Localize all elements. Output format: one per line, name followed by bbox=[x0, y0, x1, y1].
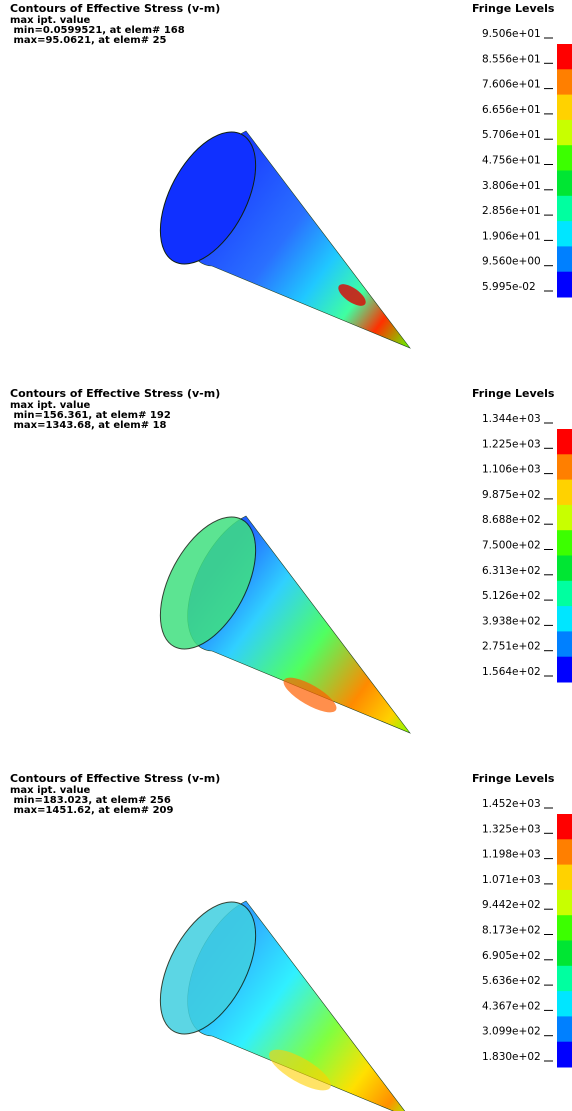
fringe-band bbox=[557, 657, 572, 683]
fringe-band bbox=[557, 44, 572, 70]
plot-title: Contours of Effective Stress (v-m) bbox=[10, 387, 220, 400]
fringe-band bbox=[557, 530, 572, 556]
fringe-band bbox=[557, 505, 572, 531]
plot-info-line: max=1451.62, at elem# 209 bbox=[10, 805, 174, 816]
fringe-level: 8.173e+02 bbox=[482, 925, 541, 937]
fringe-band bbox=[557, 221, 572, 247]
fringe-level: 1.071e+03 bbox=[482, 874, 541, 886]
fringe-level: 5.636e+02 bbox=[482, 975, 541, 987]
fringe-level: 1.830e+02 bbox=[482, 1051, 541, 1063]
fringe-level: 7.500e+02 bbox=[482, 540, 541, 552]
fringe-band bbox=[557, 429, 572, 455]
fringe-level: 1.906e+01 bbox=[482, 230, 541, 242]
fringe-level: 3.099e+02 bbox=[482, 1026, 541, 1038]
fringe-level: 1.106e+03 bbox=[482, 464, 541, 476]
fringe-level: 9.442e+02 bbox=[482, 899, 541, 911]
fringe-level: 6.313e+02 bbox=[482, 565, 541, 577]
fringe-band bbox=[557, 120, 572, 146]
fringe-level: 1.452e+03 bbox=[482, 798, 541, 810]
cone-model bbox=[141, 887, 410, 1111]
fringe-band bbox=[557, 631, 572, 657]
fringe-level: 1.198e+03 bbox=[482, 849, 541, 861]
fringe-band bbox=[557, 480, 572, 506]
fringe-band bbox=[557, 1016, 572, 1042]
fringe-band bbox=[557, 966, 572, 992]
fringe-band bbox=[557, 941, 572, 967]
fringe-band bbox=[557, 814, 572, 840]
fringe-band bbox=[557, 145, 572, 171]
fringe-band bbox=[557, 839, 572, 865]
cone-model bbox=[141, 502, 410, 733]
fringe-level: 1.564e+02 bbox=[482, 666, 541, 678]
fringe-level: 2.856e+01 bbox=[482, 205, 541, 217]
fringe-band bbox=[557, 95, 572, 121]
plot-title: Contours of Effective Stress (v-m) bbox=[10, 772, 220, 785]
fringe-level: 3.806e+01 bbox=[482, 180, 541, 192]
fringe-band bbox=[557, 171, 572, 197]
cone-model bbox=[141, 117, 410, 348]
fringe-title: Fringe Levels bbox=[472, 772, 555, 785]
fringe-band bbox=[557, 581, 572, 607]
screenshot: Contours of Effective Stress (v-m)max ip… bbox=[0, 0, 572, 1111]
fringe-level: 8.688e+02 bbox=[482, 514, 541, 526]
fringe-band bbox=[557, 915, 572, 941]
fringe-band bbox=[557, 865, 572, 891]
fringe-title: Fringe Levels bbox=[472, 2, 555, 15]
fringe-band bbox=[557, 196, 572, 222]
fringe-level: 5.706e+01 bbox=[482, 129, 541, 141]
fringe-band bbox=[557, 556, 572, 582]
fringe-band bbox=[557, 1042, 572, 1068]
plot-title: Contours of Effective Stress (v-m) bbox=[10, 2, 220, 15]
fringe-level: 7.606e+01 bbox=[482, 79, 541, 91]
fringe-level: 1.344e+03 bbox=[482, 413, 541, 425]
fringe-level: 2.751e+02 bbox=[482, 641, 541, 653]
fringe-level: 9.506e+01 bbox=[482, 28, 541, 40]
fringe-band bbox=[557, 890, 572, 916]
fringe-level: 1.325e+03 bbox=[482, 823, 541, 835]
fringe-band bbox=[557, 272, 572, 298]
fringe-band bbox=[557, 991, 572, 1017]
fringe-band bbox=[557, 69, 572, 95]
fringe-level: 9.560e+00 bbox=[482, 256, 541, 268]
fringe-title: Fringe Levels bbox=[472, 387, 555, 400]
fringe-level: 3.938e+02 bbox=[482, 615, 541, 627]
contour-panel: Contours of Effective Stress (v-m)max ip… bbox=[10, 772, 572, 1111]
fringe-level: 5.126e+02 bbox=[482, 590, 541, 602]
fringe-level: 4.367e+02 bbox=[482, 1000, 541, 1012]
fringe-level: 4.756e+01 bbox=[482, 155, 541, 167]
contour-panel: Contours of Effective Stress (v-m)max ip… bbox=[10, 387, 572, 733]
fringe-level: 5.995e-02 bbox=[482, 281, 536, 293]
plot-info-line: max=95.0621, at elem# 25 bbox=[10, 35, 167, 46]
fringe-band bbox=[557, 606, 572, 632]
contour-panel: Contours of Effective Stress (v-m)max ip… bbox=[10, 2, 572, 348]
fringe-band bbox=[557, 246, 572, 272]
fringe-level: 1.225e+03 bbox=[482, 438, 541, 450]
fringe-level: 6.656e+01 bbox=[482, 104, 541, 116]
fringe-level: 8.556e+01 bbox=[482, 53, 541, 65]
fringe-band bbox=[557, 454, 572, 480]
fringe-level: 9.875e+02 bbox=[482, 489, 541, 501]
plot-info-line: max=1343.68, at elem# 18 bbox=[10, 420, 167, 431]
fringe-level: 6.905e+02 bbox=[482, 950, 541, 962]
